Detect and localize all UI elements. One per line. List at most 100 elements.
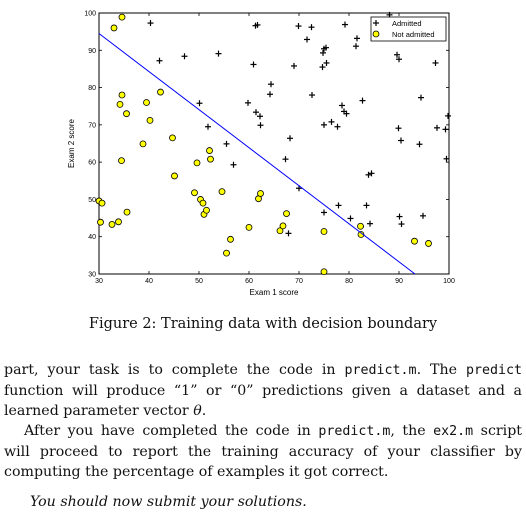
x-tick-label: 90 (395, 278, 403, 285)
admitted-point (395, 125, 402, 132)
admitted-point (253, 109, 259, 116)
not-admitted-point (357, 231, 365, 238)
admitted-point (416, 141, 423, 148)
admitted-point (443, 155, 450, 162)
not-admitted-point (227, 235, 234, 243)
admitted-point (394, 51, 400, 58)
not-admitted-point (123, 110, 130, 118)
scatter-plot: 30 40 50 60 70 80 90 100 30 40 50 60 70 80 90 100 Exam… (67, 11, 455, 298)
admitted-point (181, 53, 188, 60)
admitted-point (309, 92, 315, 99)
admitted-point (320, 49, 326, 56)
y-tick-label: 60 (88, 160, 96, 167)
theta-symbol: θ (193, 403, 202, 419)
not-admitted-point (411, 237, 418, 245)
not-admitted-point (223, 249, 230, 257)
not-admitted-point (146, 116, 154, 124)
not-admitted-point (320, 228, 328, 235)
y-tick-label: 100 (84, 11, 96, 18)
admitted-point (359, 97, 366, 104)
not-admitted-point (193, 159, 201, 167)
not-admitted-point (283, 210, 290, 217)
not-admitted-point (245, 223, 253, 231)
not-admitted-point (357, 222, 364, 230)
not-admitted-point (207, 155, 214, 163)
admitted-point (367, 220, 373, 227)
admitted-point (396, 56, 402, 63)
x-tick-label: 80 (345, 278, 353, 285)
text-run: function will produce “1” or “0” predict… (4, 383, 522, 419)
admitted-point (442, 126, 449, 133)
not-admitted-point (157, 88, 164, 96)
admitted-point (245, 99, 251, 106)
submit-note: You should now submit your solutions. (30, 494, 307, 510)
admitted-point (267, 91, 273, 98)
not-admitted-point (123, 208, 131, 216)
admitted-point (335, 202, 342, 209)
admitted-point (308, 24, 315, 31)
x-axis-label: Exam 1 score (250, 288, 299, 297)
admitted-point (319, 64, 326, 71)
admitted-point (342, 21, 348, 28)
admitted-point (321, 121, 327, 128)
admitted-point (287, 135, 293, 142)
code-ex2-m: ex2.m (433, 424, 474, 439)
x-tick-label: 70 (295, 278, 303, 285)
x-tick-label: 30 (95, 278, 103, 285)
plot-area (98, 12, 450, 275)
admitted-point (398, 137, 404, 144)
y-tick-label: 40 (88, 234, 96, 241)
admitted-point (347, 215, 354, 222)
x-tick-label: 40 (145, 278, 153, 285)
not-admitted-point (108, 221, 116, 228)
admitted-point (257, 113, 263, 120)
not-admitted-point (257, 190, 264, 197)
admitted-point (282, 156, 289, 163)
not-admitted-point (118, 13, 126, 21)
admitted-point (323, 59, 330, 66)
admitted-point (304, 36, 310, 43)
not-admitted-point (110, 24, 118, 32)
admitted-point (418, 94, 424, 101)
admitted-point (215, 50, 222, 57)
admitted-point (339, 102, 345, 109)
admitted-point (205, 123, 211, 130)
not-admitted-point (276, 227, 284, 235)
admitted-point (363, 202, 370, 209)
admitted-point (285, 230, 292, 237)
not-admitted-point (191, 189, 198, 197)
x-tick-label: 50 (195, 278, 203, 285)
text-run: , the (390, 423, 434, 439)
admitted-point (328, 118, 335, 125)
not-admitted-point (118, 157, 125, 165)
legend: Admitted Not admitted (370, 16, 447, 42)
text-run: . (201, 403, 207, 419)
not-admitted-point (143, 99, 150, 106)
not-admitted-point (116, 100, 124, 108)
admitted-point (147, 20, 154, 27)
admitted-point (353, 43, 359, 50)
not-admitted-point (171, 172, 178, 180)
admitted-point (257, 122, 264, 129)
admitted-point (445, 112, 451, 119)
admitted-point (230, 161, 237, 168)
not-admitted-point (320, 268, 328, 276)
paragraph-2: After you have completed the code in pre… (4, 421, 522, 482)
admitted-point (295, 23, 302, 30)
paragraph-1: part, your task is to complete the code … (4, 360, 522, 421)
not-admitted-point (118, 91, 126, 99)
admitted-point (291, 62, 297, 69)
admitted-point (323, 44, 329, 51)
figure-chart: 30 40 50 60 70 80 90 100 30 40 50 60 70 80 90 100 Exam… (67, 11, 455, 298)
legend-label: Not admitted (392, 30, 435, 39)
admitted-point (396, 213, 403, 220)
admitted-point (398, 221, 405, 228)
body-text: part, your task is to complete the code … (4, 360, 522, 482)
y-tick-label: 50 (88, 197, 96, 204)
text-run: After you have completed the code in (24, 423, 319, 439)
admitted-point (420, 212, 426, 219)
not-admitted-point (139, 140, 147, 148)
text-run: script will proceed to report the traini… (4, 423, 522, 480)
admitted-point (268, 81, 274, 88)
admitted-point (334, 123, 341, 130)
